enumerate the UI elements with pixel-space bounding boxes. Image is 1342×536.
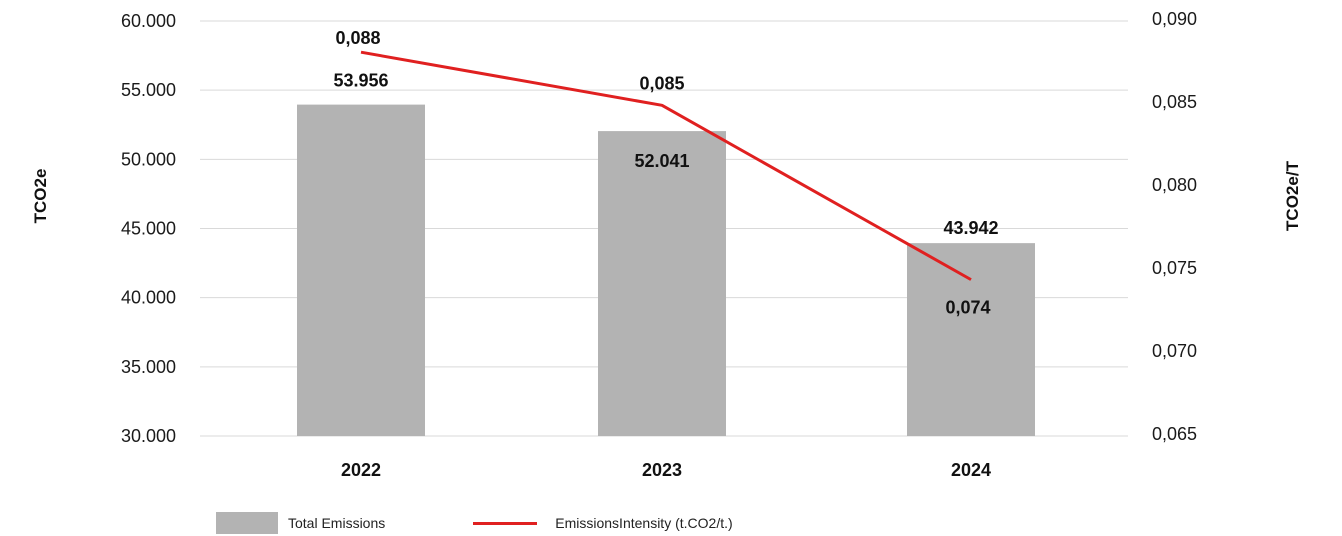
bar-2022 bbox=[297, 104, 425, 436]
bar-2023 bbox=[598, 131, 726, 437]
y2-tick-label: 0,075 bbox=[1152, 258, 1197, 278]
y-tick-label: 60.000 bbox=[121, 11, 176, 31]
x-tick-label: 2023 bbox=[642, 460, 682, 480]
line-series bbox=[360, 50, 972, 281]
y-tick-label: 55.000 bbox=[121, 80, 176, 100]
y-tick-label: 45.000 bbox=[121, 219, 176, 239]
bar-value-label: 43.942 bbox=[943, 218, 998, 238]
line-value-label: 0,085 bbox=[639, 73, 684, 93]
line-value-label: 0,074 bbox=[945, 298, 990, 318]
y-axis-title: TCO2e bbox=[31, 169, 50, 224]
legend-bar-swatch bbox=[216, 512, 278, 534]
y-tick-label: 40.000 bbox=[121, 288, 176, 308]
y2-tick-label: 0,090 bbox=[1152, 9, 1197, 29]
legend-label-total-emissions: Total Emissions bbox=[288, 515, 386, 531]
y-tick-label: 30.000 bbox=[121, 426, 176, 446]
y2-axis-title: TCO2e/T bbox=[1283, 160, 1302, 231]
legend-label-emissions-intensity: EmissionsIntensity (t.CO2/t.) bbox=[555, 515, 733, 531]
emissions-chart: 30.000 35.000 40.000 45.000 50.000 55.000 60.0… bbox=[31, 9, 1302, 480]
y-tick-label: 50.000 bbox=[121, 149, 176, 169]
x-tick-label: 2022 bbox=[341, 460, 381, 480]
legend-item-emissions-intensity: EmissionsIntensity (t.CO2/t.) bbox=[473, 515, 733, 531]
data-labels: 53.956 52.041 43.942 0,088 0,085 0,074 bbox=[333, 28, 998, 317]
bar-value-label: 53.956 bbox=[333, 71, 388, 91]
legend-line-swatch bbox=[473, 521, 538, 525]
y2-tick-label: 0,065 bbox=[1152, 424, 1197, 444]
y2-tick-label: 0,080 bbox=[1152, 175, 1197, 195]
left-axis-ticks: 30.000 35.000 40.000 45.000 50.000 55.000 60.0… bbox=[121, 11, 176, 446]
bar-2024 bbox=[907, 243, 1035, 436]
bar-value-label: 52.041 bbox=[634, 151, 689, 171]
y2-tick-label: 0,070 bbox=[1152, 341, 1197, 361]
y2-tick-label: 0,085 bbox=[1152, 92, 1197, 112]
y-tick-label: 35.000 bbox=[121, 357, 176, 377]
legend: Total Emissions EmissionsIntensity (t.CO… bbox=[216, 512, 821, 534]
x-tick-label: 2024 bbox=[951, 460, 991, 480]
line-value-label: 0,088 bbox=[335, 28, 380, 48]
bar-series bbox=[297, 104, 1035, 437]
right-axis-ticks: 0,065 0,070 0,075 0,080 0,085 0,090 bbox=[1152, 9, 1197, 444]
category-labels: 2022 2023 2024 bbox=[341, 460, 991, 480]
legend-item-total-emissions: Total Emissions bbox=[216, 512, 385, 534]
